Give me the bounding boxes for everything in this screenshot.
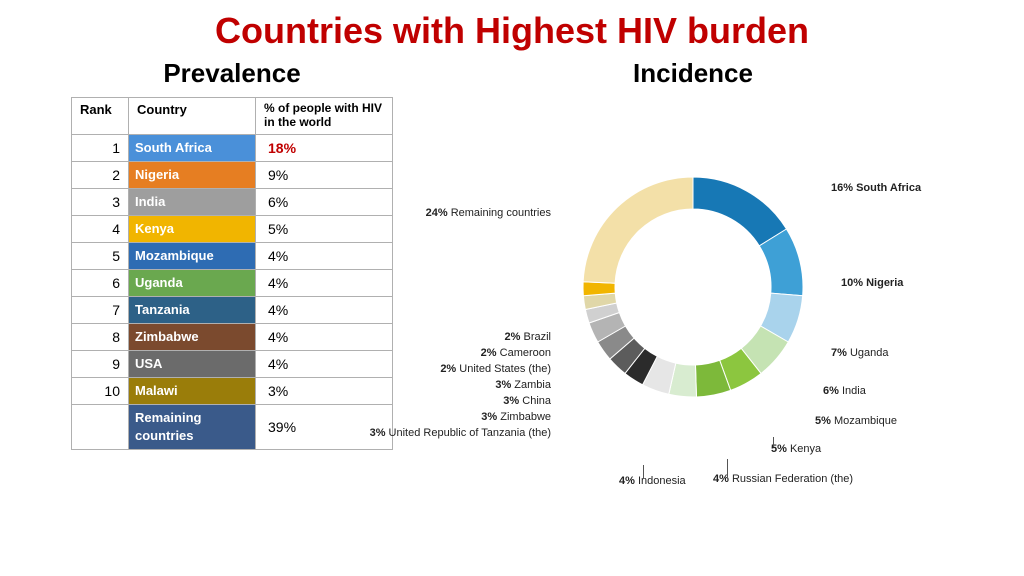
table-row: 2Nigeria9% bbox=[72, 161, 393, 188]
donut-label: 2% United States (the) bbox=[440, 363, 551, 375]
cell-rank: 7 bbox=[72, 296, 129, 323]
donut-slice bbox=[693, 177, 786, 246]
cell-country: Mozambique bbox=[129, 242, 256, 269]
cell-country: Remaining countries bbox=[129, 404, 256, 449]
cell-country: Malawi bbox=[129, 377, 256, 404]
donut-label: 2% Cameroon bbox=[481, 347, 551, 359]
incidence-donut-wrap: 16% South Africa 10% Nigeria 7% Uganda 6% I… bbox=[433, 97, 953, 527]
donut-label: 5% Kenya bbox=[771, 443, 821, 455]
cell-pct: 4% bbox=[256, 242, 393, 269]
cell-rank: 9 bbox=[72, 350, 129, 377]
table-row: 3India6% bbox=[72, 188, 393, 215]
donut-label: 5% Mozambique bbox=[815, 415, 897, 427]
table-row: 6Uganda4% bbox=[72, 269, 393, 296]
table-row: 4Kenya5% bbox=[72, 215, 393, 242]
donut-slice bbox=[583, 177, 693, 283]
donut-label: 3% Zambia bbox=[495, 379, 551, 391]
donut-label: 3% United Republic of Tanzania (the) bbox=[370, 427, 551, 439]
cell-pct: 5% bbox=[256, 215, 393, 242]
cell-rank: 6 bbox=[72, 269, 129, 296]
table-row: 9USA4% bbox=[72, 350, 393, 377]
prevalence-table: Rank Country % of people with HIV in the… bbox=[71, 97, 393, 450]
donut-label: 6% India bbox=[823, 385, 866, 397]
table-row: 10Malawi3% bbox=[72, 377, 393, 404]
incidence-column: Incidence 16% South Africa 10% Nigeria 7% … bbox=[433, 58, 953, 527]
cell-rank: 1 bbox=[72, 134, 129, 161]
donut-label: 4% Indonesia bbox=[619, 475, 686, 487]
table-row: Remaining countries39% bbox=[72, 404, 393, 449]
cell-country: Kenya bbox=[129, 215, 256, 242]
incidence-heading: Incidence bbox=[633, 58, 753, 89]
cell-pct: 4% bbox=[256, 323, 393, 350]
cell-pct: 4% bbox=[256, 269, 393, 296]
donut-label: 24% Remaining countries bbox=[426, 207, 551, 219]
cell-rank bbox=[72, 404, 129, 449]
cell-rank: 3 bbox=[72, 188, 129, 215]
cell-pct: 18% bbox=[256, 134, 393, 161]
cell-rank: 8 bbox=[72, 323, 129, 350]
cell-country: Uganda bbox=[129, 269, 256, 296]
table-row: 5Mozambique4% bbox=[72, 242, 393, 269]
donut-label: 10% Nigeria bbox=[841, 277, 903, 289]
cell-rank: 2 bbox=[72, 161, 129, 188]
col-country: Country bbox=[129, 98, 256, 135]
cell-country: USA bbox=[129, 350, 256, 377]
cell-country: Tanzania bbox=[129, 296, 256, 323]
donut-label: 4% Russian Federation (the) bbox=[713, 473, 853, 485]
cell-rank: 4 bbox=[72, 215, 129, 242]
cell-rank: 10 bbox=[72, 377, 129, 404]
page-title: Countries with Highest HIV burden bbox=[0, 0, 1024, 58]
donut-label: 7% Uganda bbox=[831, 347, 889, 359]
cell-country: India bbox=[129, 188, 256, 215]
cell-rank: 5 bbox=[72, 242, 129, 269]
leader-line bbox=[773, 437, 774, 447]
donut-label: 3% China bbox=[503, 395, 551, 407]
leader-line bbox=[727, 459, 728, 477]
prevalence-column: Prevalence Rank Country % of people with… bbox=[71, 58, 393, 450]
cell-pct: 4% bbox=[256, 350, 393, 377]
cell-country: Zimbabwe bbox=[129, 323, 256, 350]
donut-slice bbox=[583, 282, 615, 296]
donut-label: 3% Zimbabwe bbox=[481, 411, 551, 423]
cell-country: South Africa bbox=[129, 134, 256, 161]
donut-label: 16% South Africa bbox=[831, 182, 921, 194]
cell-pct: 9% bbox=[256, 161, 393, 188]
table-row: 1South Africa18% bbox=[72, 134, 393, 161]
cell-pct: 6% bbox=[256, 188, 393, 215]
prevalence-heading: Prevalence bbox=[163, 58, 300, 89]
donut-label: 2% Brazil bbox=[505, 331, 551, 343]
cell-country: Nigeria bbox=[129, 161, 256, 188]
incidence-donut bbox=[563, 157, 823, 417]
cell-pct: 3% bbox=[256, 377, 393, 404]
leader-line bbox=[643, 465, 644, 479]
table-row: 8Zimbabwe4% bbox=[72, 323, 393, 350]
table-row: 7Tanzania4% bbox=[72, 296, 393, 323]
col-rank: Rank bbox=[72, 98, 129, 135]
cell-pct: 4% bbox=[256, 296, 393, 323]
col-pct: % of people with HIV in the world bbox=[256, 98, 393, 135]
